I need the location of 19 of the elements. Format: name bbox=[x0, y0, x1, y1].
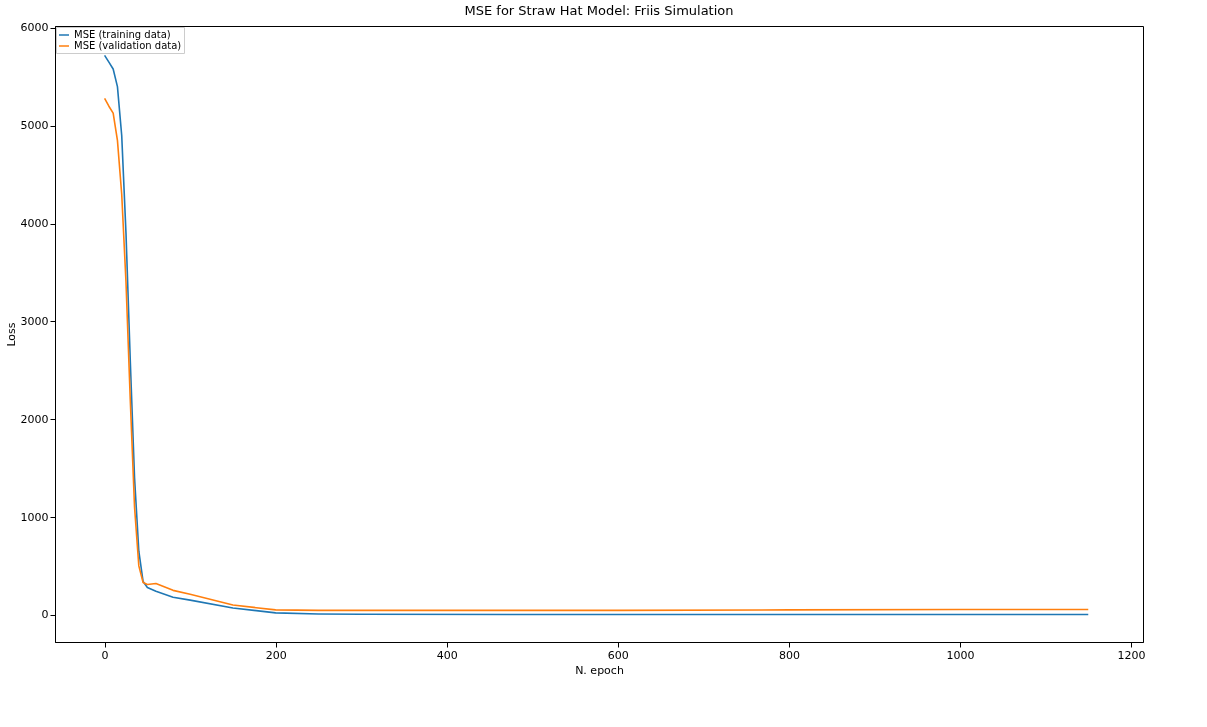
x-tick-label: 0 bbox=[101, 648, 109, 662]
chart-title: MSE for Straw Hat Model: Friis Simulation bbox=[464, 2, 734, 18]
x-tick-label: 400 bbox=[436, 648, 458, 662]
x-tick-label: 200 bbox=[265, 648, 287, 662]
x-tick-label: 1000 bbox=[946, 648, 975, 662]
y-tick-label: 1000 bbox=[20, 510, 49, 524]
x-tick-label: 1200 bbox=[1117, 648, 1146, 662]
x-tick-label: 800 bbox=[778, 648, 800, 662]
x-axis-title: N. epoch bbox=[575, 663, 624, 677]
y-tick-label: 3000 bbox=[20, 314, 49, 328]
legend-label: MSE (training data) bbox=[74, 29, 171, 40]
legend-label: MSE (validation data) bbox=[74, 40, 182, 51]
y-tick-label: 2000 bbox=[20, 412, 49, 426]
y-tick-label: 0 bbox=[41, 608, 49, 622]
y-axis-title: Loss bbox=[4, 322, 18, 347]
y-tick-label: 6000 bbox=[20, 21, 49, 35]
x-tick-label: 600 bbox=[607, 648, 629, 662]
y-tick-label: 4000 bbox=[20, 217, 49, 231]
y-tick-label: 5000 bbox=[20, 119, 49, 133]
